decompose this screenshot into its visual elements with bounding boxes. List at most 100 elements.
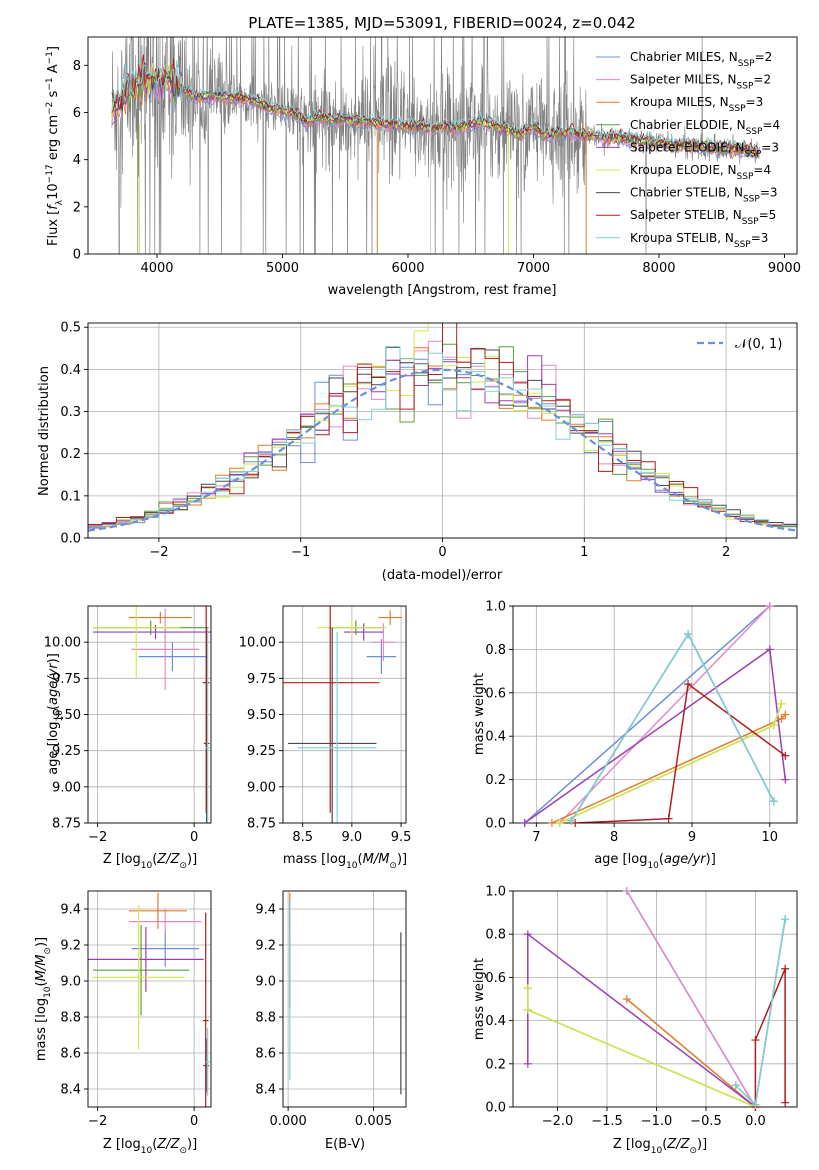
weight-line-kroupa-stelib [735, 918, 786, 1107]
weight-marker [781, 710, 790, 719]
x-tick-label: −2 [88, 1114, 107, 1129]
y-tick-label: 9.2 [255, 939, 276, 954]
errorbar-kroupa-stelib [205, 632, 210, 823]
plot-area [111, 37, 760, 254]
y-tick-label: 0.0 [485, 817, 506, 832]
plot-area [524, 606, 787, 823]
x-tick-label: −1.5 [591, 1114, 623, 1129]
weight-marker [781, 775, 790, 784]
y-tick-label: 8 [73, 59, 81, 74]
errorbar-chabrier-miles [131, 930, 199, 967]
plot-residuals: −2 −1 0 1 2 0.0 0.1 0.2 0.3 0.4 0.5 [60, 321, 798, 560]
y-tick-label: 0.1 [60, 489, 81, 504]
normal-curve [88, 368, 797, 532]
x-tick-label: 0.000 [270, 1114, 307, 1129]
model-line-kroupa-miles [111, 63, 760, 160]
weight-marker [622, 995, 631, 1003]
y-tick-label: 1.0 [485, 885, 506, 900]
plot-mass_vs_Z: −2 0 8.4 8.6 8.8 9.0 9.2 9.4 [60, 890, 212, 1129]
weight-line-salpeter-miles [559, 606, 771, 823]
weight-marker [765, 645, 774, 654]
x-axis-label: wavelength [Angstrom, rest frame] [328, 283, 557, 298]
errorbar-kroupa-elodie [317, 620, 387, 635]
axes-frame [87, 36, 798, 255]
weight-marker [765, 602, 774, 610]
y-tick-label: 9.75 [247, 672, 276, 687]
x-axis-label: age [log10(age/yr)] [594, 852, 716, 871]
legend-label: Chabrier ELODIE, NSSP=4 [630, 118, 780, 137]
weight-line-chabrier-miles [524, 606, 771, 823]
x-tick-label: 9.0 [342, 830, 363, 845]
model-line-chabrier-miles [111, 68, 760, 161]
errorbar-kroupa-stelib [297, 632, 377, 823]
y-tick-label: 0.6 [485, 686, 506, 701]
weight-marker [567, 816, 576, 825]
y-tick-label: 0.0 [60, 532, 81, 547]
plot-age_vs_Z: −2 0 8.75 9.00 9.25 9.50 9.75 10.00 [44, 605, 212, 845]
y-tick-label: 0.5 [60, 321, 81, 336]
legend-label: Chabrier STELIB, NSSP=3 [630, 186, 778, 205]
weight-marker [520, 819, 529, 827]
weight-marker [523, 1005, 532, 1014]
y-tick-label: 8.6 [255, 1047, 276, 1062]
weight-marker [769, 721, 778, 730]
y-tick-label: 10.00 [44, 636, 81, 651]
y-tick-label: 9.2 [60, 939, 81, 954]
errorbar-salpeter-miles [371, 623, 396, 661]
weight-line-salpeter-stelib [575, 682, 786, 823]
legend-label: Kroupa ELODIE, NSSP=4 [630, 163, 771, 182]
x-tick-label: −1.0 [641, 1114, 673, 1129]
x-axis-label: Z [log10(Z/Z⊙)] [103, 1137, 197, 1156]
x-axis-label: E(B-V) [325, 1137, 365, 1152]
axes-frame [87, 890, 212, 1108]
errorbar-chabrier-miles [366, 639, 397, 674]
y-axis-label: Flux [fλ10−17 erg cm−2 s−1 A−1] [45, 46, 65, 246]
y-axis-label: mass weight [472, 958, 487, 1040]
y-tick-label: 8.8 [60, 1011, 81, 1026]
plot-area [283, 606, 403, 823]
y-tick-label: 9.50 [247, 708, 276, 723]
x-axis-label: (data-model)/error [382, 568, 503, 583]
y-tick-label: 2 [73, 200, 81, 215]
x-tick-label: −0.5 [690, 1114, 722, 1129]
weight-line-salpeter-miles [626, 891, 757, 1107]
legend-label: Salpeter MILES, NSSP=2 [630, 73, 771, 92]
weight-marker [781, 751, 790, 760]
legend-label: Salpeter STELIB, NSSP=5 [630, 208, 776, 227]
y-tick-label: 9.0 [60, 975, 81, 990]
y-axis-label: mass [log10(M/M⊙)] [34, 937, 53, 1061]
x-tick-label: 7 [532, 830, 540, 845]
legend-label: Kroupa STELIB, NSSP=3 [630, 231, 768, 250]
weight-marker [751, 1100, 760, 1109]
weight-marker [523, 930, 532, 939]
model-line-salpeter-stelib [111, 54, 760, 156]
y-tick-label: 8.75 [52, 817, 81, 832]
errorbar-salpeter-stelib [202, 912, 209, 1107]
errorbar-salpeter-miles [129, 909, 202, 935]
x-tick-label: 0.0 [745, 1114, 766, 1129]
errorbar-kroupa-miles [378, 610, 403, 625]
x-tick-label: 0.005 [355, 1114, 392, 1129]
errorbar-salpeter-elodie [92, 624, 211, 640]
x-tick-label: 2 [722, 545, 730, 560]
plot-weight_vs_Z: −2.0 −1.5 −1.0 −0.5 0.0 0.0 0.2 0.4 0.6 0.8 1.0 [485, 885, 798, 1129]
weight-marker [731, 1081, 740, 1090]
weight-marker [769, 797, 778, 806]
plot-area [88, 323, 797, 532]
model-line-chabrier-stelib [111, 62, 760, 155]
y-axis-label: age [log10(age/yr)] [46, 653, 65, 775]
x-tick-label: 0 [190, 1114, 198, 1129]
x-tick-label: 8 [610, 830, 618, 845]
y-tick-label: 0.4 [485, 1014, 506, 1029]
y-tick-label: 1.0 [485, 600, 506, 615]
axes-frame [512, 605, 798, 824]
y-tick-label: 8.8 [255, 1011, 276, 1026]
weight-marker [684, 630, 693, 639]
errorbar-chabrier-elodie [92, 925, 190, 1016]
histogram-kroupa-stelib [88, 346, 797, 528]
x-tick-label: 8.5 [292, 830, 313, 845]
y-tick-label: 8.4 [60, 1083, 81, 1098]
y-tick-label: 8.75 [247, 817, 276, 832]
weight-line-kroupa-elodie [527, 988, 756, 1107]
